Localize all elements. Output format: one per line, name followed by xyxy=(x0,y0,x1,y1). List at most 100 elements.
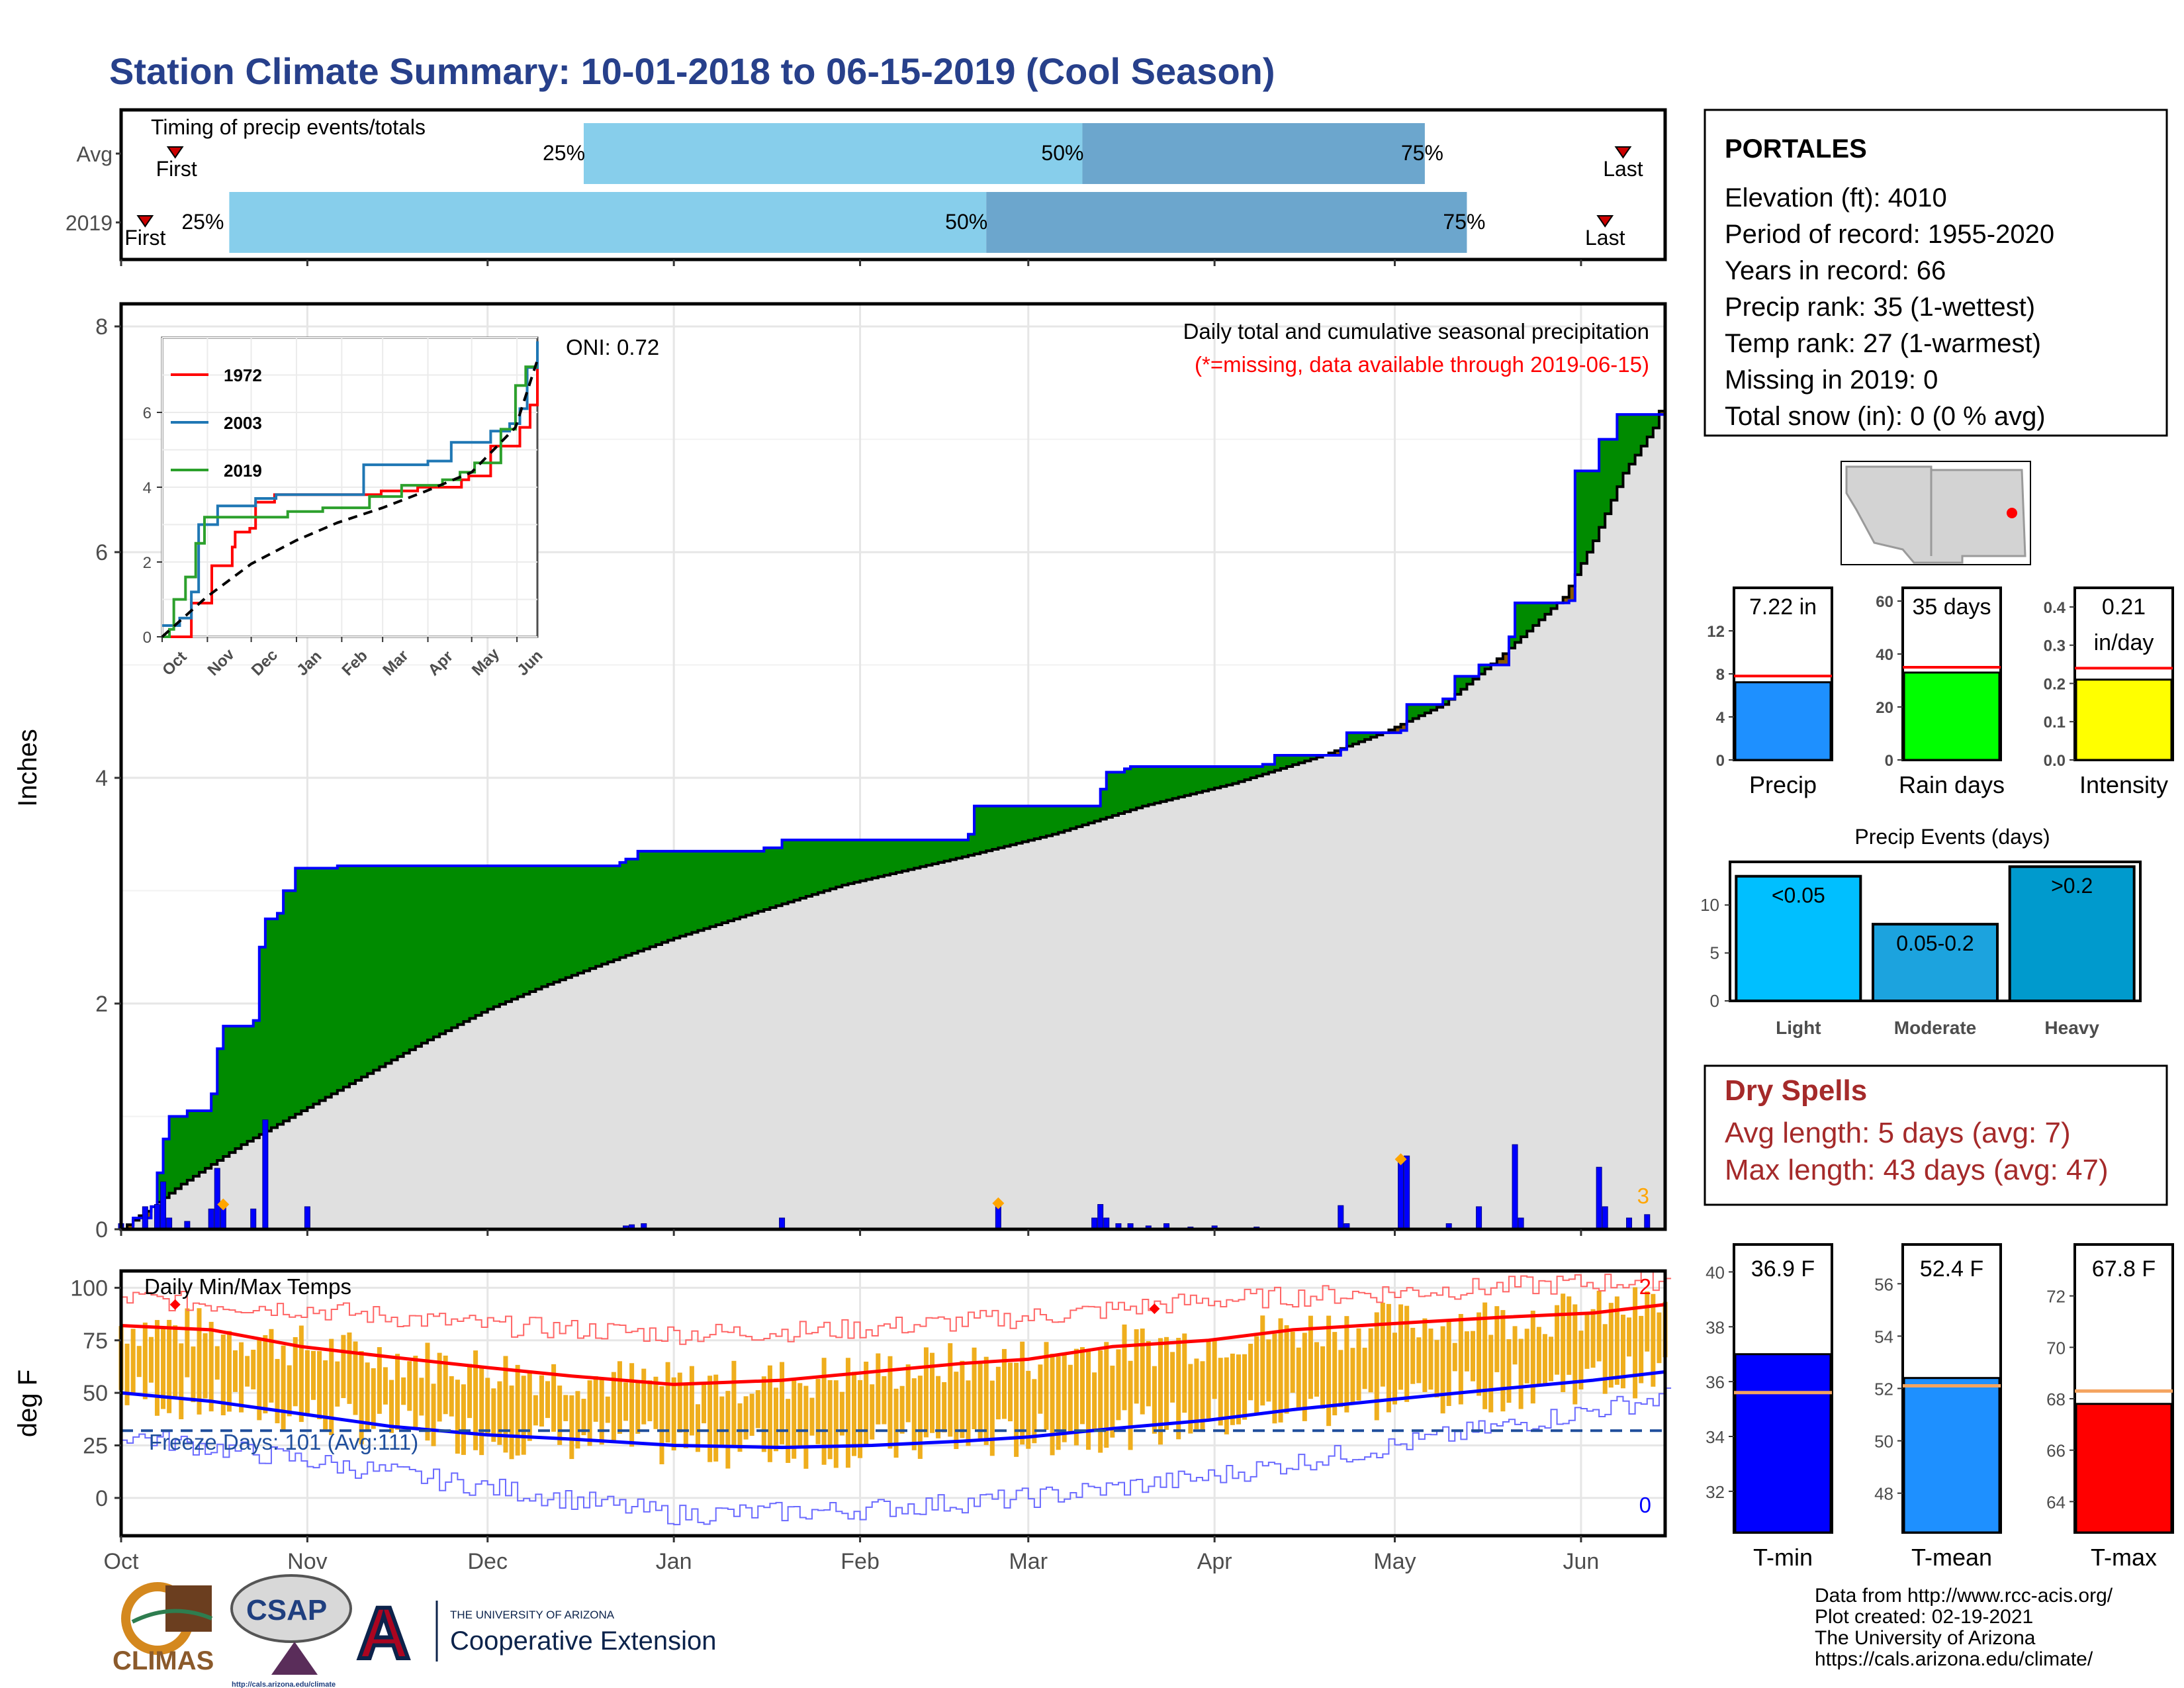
daily-temp-bar xyxy=(1645,1291,1650,1352)
daily-temp-bar xyxy=(437,1352,442,1422)
temp-summary-bar-0 xyxy=(1734,1353,1832,1534)
daily-temp-bar xyxy=(839,1391,844,1436)
footer-line-created: Plot created: 02-19-2021 xyxy=(1815,1606,2033,1628)
daily-temp-bar xyxy=(335,1361,340,1407)
daily-temp-bar xyxy=(792,1380,797,1459)
station-name: PORTALES xyxy=(1725,134,1867,164)
daily-temp-bar xyxy=(1374,1312,1379,1421)
daily-temp-bar xyxy=(287,1365,292,1417)
climas-logo: CLIMAS xyxy=(113,1582,214,1675)
daily-temp-bar xyxy=(161,1327,166,1409)
events-bar-1 xyxy=(1872,923,1999,1003)
daily-temp-bar xyxy=(1230,1353,1235,1425)
temp-summary-ytick-label: 38 xyxy=(1706,1317,1725,1337)
ua-cooperative-extension: Cooperative Extension xyxy=(450,1626,716,1656)
daily-temp-bar xyxy=(1627,1317,1632,1357)
precip-ytick-label: 4 xyxy=(95,766,108,791)
last-event-marker-icon xyxy=(1614,146,1632,159)
daily-temp-bar xyxy=(130,1329,136,1394)
temp-ytick-label: 100 xyxy=(70,1276,108,1301)
events-ytick-label: 10 xyxy=(1700,895,1719,915)
summary-bar-label: Precip xyxy=(1749,771,1817,798)
daily-temp-bar xyxy=(1079,1347,1085,1425)
timing-p75: 75% xyxy=(1401,141,1443,165)
ua-a-icon: A xyxy=(357,1593,410,1674)
daily-temp-bar xyxy=(1098,1350,1103,1453)
daily-temp-bar xyxy=(473,1350,478,1450)
month-label: Jan xyxy=(656,1549,692,1574)
timing-first-label: First xyxy=(156,157,197,181)
daily-temp-bar xyxy=(251,1349,256,1389)
daily-temp-bar xyxy=(347,1332,352,1404)
daily-temp-bar xyxy=(1170,1352,1175,1403)
daily-marker-icon xyxy=(1394,1153,1407,1166)
daily-temp-bar xyxy=(1651,1293,1656,1387)
daily-temp-bar xyxy=(581,1399,586,1436)
daily-temp-bar xyxy=(851,1372,856,1456)
daily-temp-bar xyxy=(329,1338,334,1435)
daily-temp-bar xyxy=(887,1356,893,1449)
summary-bar-label: Intensity xyxy=(2079,771,2168,798)
daily-temp-bar xyxy=(870,1384,875,1440)
daily-temp-bar xyxy=(563,1395,569,1421)
daily-precip-bar xyxy=(304,1206,310,1230)
temp-summary-value: 36.9 F xyxy=(1751,1256,1815,1282)
temp-summary-ytick-label: 40 xyxy=(1706,1262,1725,1282)
timing-p25: 25% xyxy=(181,210,224,234)
record-marker-icon xyxy=(169,1299,181,1310)
daily-temp-bar xyxy=(755,1390,760,1429)
daily-temp-bar xyxy=(173,1325,178,1399)
temp-summary-bar-2 xyxy=(2075,1403,2173,1534)
daily-precip-bar xyxy=(160,1181,167,1230)
daily-temp-bar xyxy=(1242,1354,1248,1420)
temp-summary-value: 52.4 F xyxy=(1920,1256,1983,1282)
summary-ytick-label: 8 xyxy=(1716,666,1725,684)
daily-temp-bar xyxy=(497,1381,502,1445)
daily-temp-bar xyxy=(1008,1362,1013,1422)
temp-summary-ytick-label: 68 xyxy=(2046,1389,2066,1409)
summary-ytick-label: 60 xyxy=(1876,593,1893,611)
events-ytick-label: 0 xyxy=(1710,991,1719,1011)
daily-precip-bar xyxy=(1518,1217,1524,1230)
daily-temp-bar xyxy=(1410,1327,1416,1384)
daily-temp-bar xyxy=(809,1397,815,1436)
precip-ytick-label: 6 xyxy=(95,540,108,565)
daily-temp-bar xyxy=(1158,1338,1163,1445)
dry-spells-max: Max length: 43 days (avg: 47) xyxy=(1725,1154,2109,1186)
min-record-count: 0 xyxy=(1639,1493,1651,1517)
daily-temp-bar xyxy=(293,1336,298,1407)
temp-summary-ytick-label: 54 xyxy=(1874,1327,1893,1346)
daily-precip-bar xyxy=(1602,1206,1608,1230)
events-bar-label: <0.05 xyxy=(1772,884,1825,908)
temp-summary-label: T-min xyxy=(1753,1544,1813,1571)
record-marker-icon xyxy=(1149,1303,1160,1315)
daily-temp-bar xyxy=(1044,1342,1049,1430)
daily-temp-bar xyxy=(1062,1354,1067,1442)
daily-temp-bar xyxy=(876,1353,881,1425)
daily-precip-bar xyxy=(779,1217,786,1230)
month-label: Feb xyxy=(841,1549,880,1574)
daily-temp-bar xyxy=(1014,1362,1019,1457)
daily-temp-bar xyxy=(232,1350,238,1392)
daily-temp-bar xyxy=(545,1381,551,1419)
temp-summary-ytick-label: 36 xyxy=(1706,1372,1725,1392)
inset-legend-label: 2019 xyxy=(224,461,262,481)
first-event-marker-icon xyxy=(166,146,184,159)
daily-temp-bar xyxy=(827,1380,833,1460)
daily-temp-bar xyxy=(1572,1304,1578,1405)
inset-series-2019 xyxy=(162,365,537,638)
daily-temp-bar xyxy=(1555,1305,1560,1375)
daily-temp-bar xyxy=(551,1364,557,1432)
daily-temp-bar xyxy=(773,1387,778,1452)
precip-ytick-label: 2 xyxy=(95,992,108,1017)
daily-temp-bar xyxy=(611,1372,616,1442)
temp-frame xyxy=(119,1269,1667,1538)
daily-temp-bar xyxy=(917,1376,923,1459)
station-location-dot xyxy=(2007,508,2017,518)
daily-precip-bar xyxy=(214,1168,220,1230)
csap-cloud-icon xyxy=(230,1574,352,1643)
events-category: Light xyxy=(1776,1017,1821,1038)
daily-temp-bar xyxy=(1434,1340,1439,1398)
daily-temp-bar xyxy=(593,1376,598,1422)
